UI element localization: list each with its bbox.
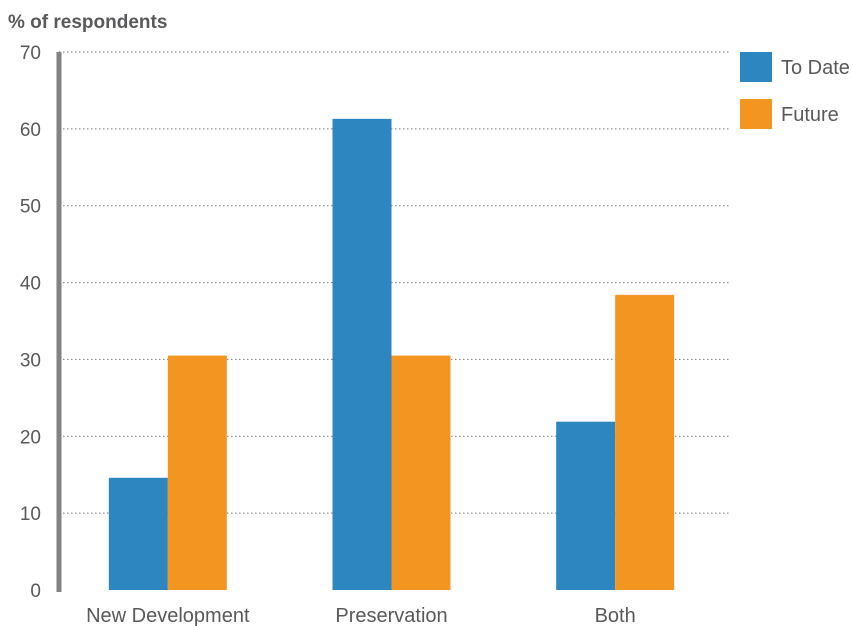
y-axis-title: % of respondents [8, 12, 167, 33]
y-tick-label: 0 [30, 581, 41, 602]
bars [108, 118, 675, 590]
legend-swatch [740, 99, 772, 129]
y-tick-label: 50 [20, 197, 41, 218]
category-label: New Development [86, 605, 250, 626]
legend-label: To Date [781, 57, 850, 79]
bar-future [391, 355, 451, 590]
bar-future [615, 294, 675, 590]
y-tick-label: 10 [20, 504, 41, 525]
y-tick-label: 60 [20, 120, 41, 141]
category-labels: New Development Preservation Both [86, 605, 636, 626]
bar-to-date [556, 421, 616, 590]
y-tick-labels: 0 10 20 30 40 50 60 70 [20, 43, 41, 602]
bar-to-date [332, 118, 392, 590]
category-label: Both [595, 605, 636, 626]
y-tick-label: 30 [20, 350, 41, 371]
y-tick-label: 20 [20, 427, 41, 448]
category-label: Preservation [335, 605, 447, 626]
y-tick-label: 40 [20, 274, 41, 295]
bar-to-date [108, 477, 168, 590]
y-tick-label: 70 [20, 43, 41, 64]
legend-label: Future [781, 104, 839, 126]
legend-swatch [740, 52, 772, 82]
legend: To Date Future [740, 52, 850, 129]
bar-future [167, 355, 227, 590]
